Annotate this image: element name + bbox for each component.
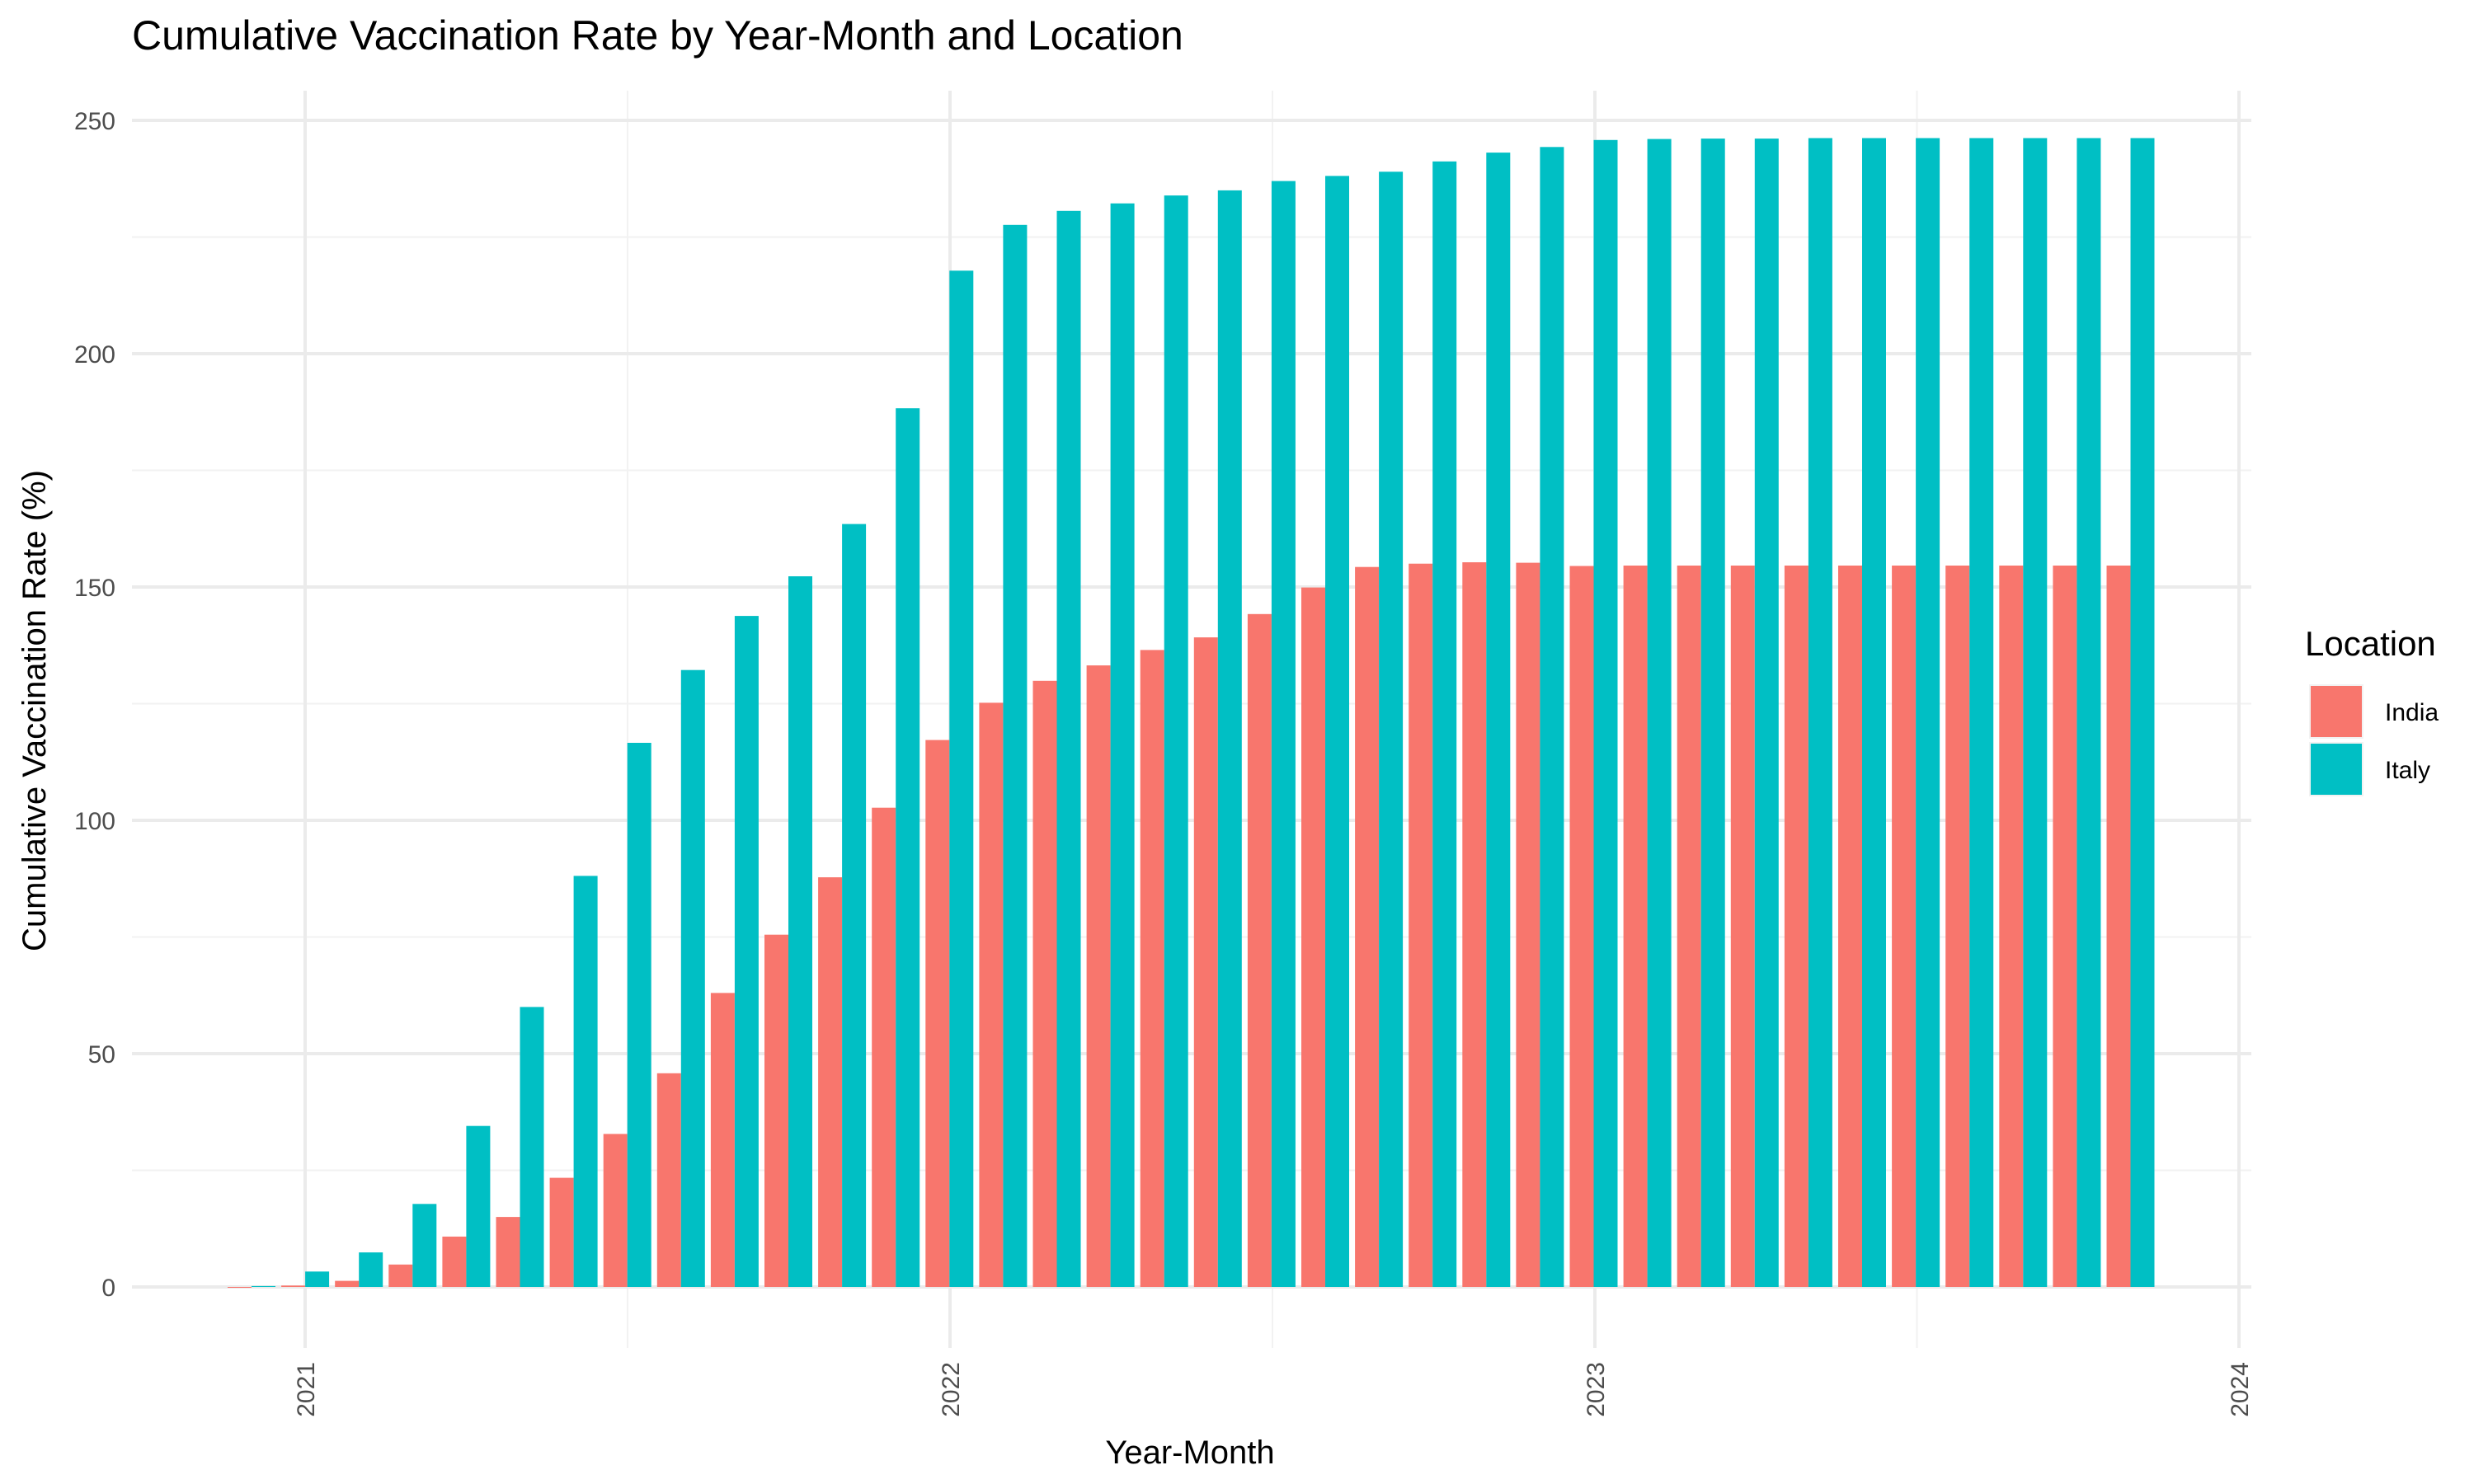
chart-title: Cumulative Vaccination Rate by Year-Mont… (132, 12, 1183, 59)
bar-italy-2023-03 (1700, 139, 1725, 1288)
legend-label-italy: Italy (2385, 757, 2430, 784)
bar-italy-2023-08 (1969, 138, 1994, 1287)
y-tick-label: 250 (74, 108, 115, 135)
bar-italy-2022-03 (1056, 210, 1081, 1287)
bar-india-2023-06 (1838, 566, 1862, 1287)
y-tick-label: 50 (88, 1041, 115, 1068)
bar-italy-2021-09 (734, 616, 759, 1287)
x-tick-label: 2023 (1583, 1362, 1610, 1417)
bar-india-2021-03 (388, 1264, 413, 1287)
bar-italy-2021-12 (896, 408, 920, 1288)
bar-italy-2021-05 (520, 1007, 544, 1287)
x-tick-label: 2024 (2227, 1362, 2254, 1417)
bar-italy-2023-01 (1593, 139, 1618, 1287)
bar-italy-2021-11 (842, 524, 867, 1287)
bar-india-2022-11 (1462, 562, 1487, 1287)
bar-india-2023-04 (1730, 566, 1755, 1287)
x-axis-title: Year-Month (1105, 1435, 1274, 1471)
legend: Location India Italy (2305, 624, 2439, 796)
bar-italy-2022-09 (1379, 171, 1404, 1287)
bar-italy-2021-10 (788, 576, 812, 1287)
y-axis-ticks: 0 50 100 150 200 250 (74, 108, 115, 1302)
bar-italy-2021-04 (466, 1125, 491, 1287)
bar-italy-2023-02 (1647, 139, 1672, 1288)
bar-india-2023-10 (2053, 566, 2077, 1287)
bar-india-2021-01 (281, 1285, 306, 1287)
legend-label-india: India (2385, 699, 2439, 726)
y-tick-label: 150 (74, 575, 115, 602)
bar-italy-2021-01 (305, 1271, 330, 1287)
x-tick-label: 2021 (293, 1362, 320, 1417)
bar-india-2021-09 (710, 993, 735, 1287)
bar-india-2023-11 (2106, 566, 2131, 1287)
bar-india-2021-04 (442, 1236, 467, 1287)
bar-india-2022-03 (1032, 680, 1057, 1287)
bar-italy-2022-12 (1540, 147, 1564, 1287)
x-tick-label: 2022 (938, 1362, 965, 1417)
bar-italy-2022-02 (1003, 224, 1028, 1287)
bar-italy-2022-05 (1164, 195, 1188, 1288)
bar-italy-2022-07 (1271, 181, 1296, 1288)
bar-india-2022-10 (1409, 563, 1433, 1287)
legend-items: India Italy (2309, 684, 2439, 796)
x-axis-ticks: 2021 2022 2023 2024 (293, 1362, 2254, 1417)
bar-italy-2022-04 (1110, 203, 1135, 1288)
bar-italy-2021-07 (627, 743, 651, 1287)
bar-italy-2021-06 (573, 876, 598, 1287)
bar-italy-2021-02 (359, 1252, 383, 1287)
bar-india-2023-01 (1569, 566, 1594, 1287)
y-tick-label: 100 (74, 808, 115, 835)
bar-india-2022-08 (1301, 587, 1325, 1287)
bar-india-2022-07 (1247, 613, 1272, 1287)
bars (228, 138, 2155, 1288)
bar-india-2022-05 (1140, 650, 1164, 1287)
bar-india-2023-07 (1892, 566, 1917, 1287)
bar-india-2023-09 (1999, 566, 2024, 1287)
y-tick-label: 0 (101, 1275, 115, 1302)
bar-india-2021-02 (335, 1280, 360, 1287)
bar-india-2023-03 (1677, 566, 1701, 1287)
bar-italy-2022-01 (949, 270, 974, 1287)
bar-india-2022-09 (1355, 566, 1380, 1287)
bar-italy-2023-06 (1862, 138, 1886, 1287)
bar-india-2021-05 (496, 1217, 520, 1287)
y-axis-title: Cumulative Vaccination Rate (%) (16, 470, 53, 951)
bar-india-2021-12 (872, 807, 896, 1287)
bar-india-2022-02 (979, 702, 1004, 1287)
bar-india-2023-08 (1945, 566, 1970, 1287)
bar-india-2021-08 (656, 1073, 681, 1287)
bar-india-2020-12 (228, 1287, 252, 1288)
bar-italy-2021-08 (680, 669, 705, 1287)
bar-italy-2023-10 (2077, 138, 2101, 1287)
bar-italy-2022-06 (1217, 190, 1242, 1287)
bar-india-2022-01 (925, 740, 950, 1287)
bar-italy-2022-11 (1486, 153, 1511, 1288)
legend-swatch-india (2311, 686, 2362, 737)
bar-india-2022-12 (1516, 562, 1540, 1287)
bar-italy-2023-07 (1916, 138, 1940, 1287)
bar-india-2021-10 (764, 934, 788, 1287)
bar-india-2022-04 (1086, 665, 1111, 1287)
bar-india-2021-06 (549, 1177, 574, 1287)
legend-title: Location (2305, 624, 2436, 663)
bar-italy-2021-03 (412, 1204, 437, 1287)
bar-italy-2020-12 (252, 1285, 275, 1287)
bar-italy-2023-05 (1808, 138, 1832, 1287)
bar-italy-2022-10 (1432, 161, 1457, 1287)
legend-swatch-italy (2311, 744, 2362, 795)
bar-india-2021-11 (818, 877, 843, 1287)
bar-italy-2023-04 (1754, 139, 1779, 1288)
bar-india-2023-05 (1784, 566, 1808, 1287)
bar-italy-2023-09 (2023, 138, 2048, 1287)
bar-italy-2022-08 (1325, 176, 1349, 1287)
bar-india-2022-06 (1193, 637, 1218, 1287)
bar-italy-2023-11 (2130, 138, 2155, 1287)
bar-india-2021-07 (603, 1134, 628, 1287)
y-tick-label: 200 (74, 341, 115, 369)
bar-india-2023-02 (1623, 566, 1648, 1287)
